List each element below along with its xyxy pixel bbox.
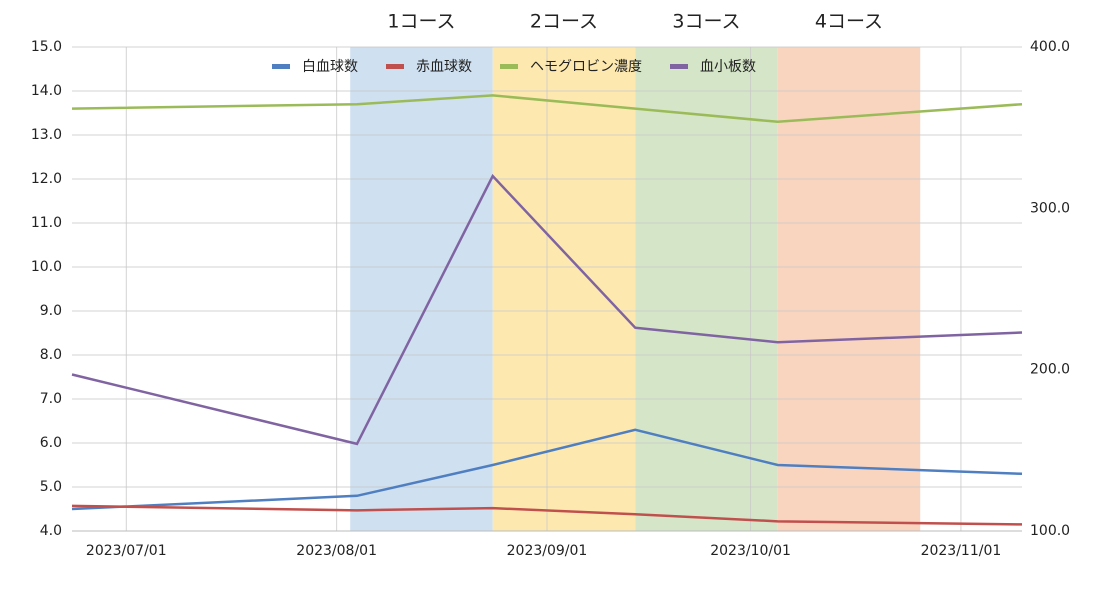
y-tick-label: 10.0 — [31, 259, 62, 275]
y2-tick-label: 400.0 — [1030, 39, 1070, 55]
y-tick-label: 11.0 — [31, 215, 62, 231]
series-line — [71, 173, 1023, 446]
x-tick-label: 2023/09/01 — [507, 543, 588, 559]
x-tick-label: 2023/10/01 — [710, 543, 791, 559]
legend-swatch — [272, 64, 290, 69]
y2-tick-label: 200.0 — [1030, 362, 1070, 378]
x-tick-label: 2023/08/01 — [296, 543, 377, 559]
course-band — [492, 47, 636, 531]
legend-swatch — [386, 64, 404, 69]
course-label: 4コース — [815, 11, 883, 33]
y-tick-label: 14.0 — [31, 83, 62, 99]
course-band — [635, 47, 778, 531]
series-line — [71, 504, 1023, 526]
y2-tick-label: 100.0 — [1030, 523, 1070, 539]
course-label: 2コース — [530, 11, 598, 33]
x-tick-label: 2023/07/01 — [86, 543, 167, 559]
series-line — [71, 428, 1023, 511]
y-tick-label: 8.0 — [40, 347, 62, 363]
y-tick-label: 4.0 — [40, 523, 62, 539]
course-label: 1コース — [387, 11, 455, 33]
course-label: 3コース — [672, 11, 740, 33]
y-tick-label: 5.0 — [40, 479, 62, 495]
series-line — [71, 94, 1023, 124]
legend-label: ヘモグロビン濃度 — [530, 59, 642, 75]
y-tick-label: 7.0 — [40, 391, 62, 407]
course-band — [350, 47, 493, 531]
y-tick-label: 13.0 — [31, 127, 62, 143]
x-tick-label: 2023/11/01 — [921, 543, 1002, 559]
course-band — [777, 47, 921, 531]
y-tick-label: 15.0 — [31, 39, 62, 55]
legend-label: 白血球数 — [302, 59, 358, 75]
y2-tick-label: 300.0 — [1030, 200, 1070, 216]
y-tick-label: 6.0 — [40, 435, 62, 451]
y-tick-label: 9.0 — [40, 303, 62, 319]
legend-swatch — [670, 64, 688, 69]
legend-label: 赤血球数 — [416, 59, 472, 75]
legend-swatch — [500, 64, 518, 69]
legend-label: 血小板数 — [700, 59, 756, 75]
y-tick-label: 12.0 — [31, 171, 62, 187]
